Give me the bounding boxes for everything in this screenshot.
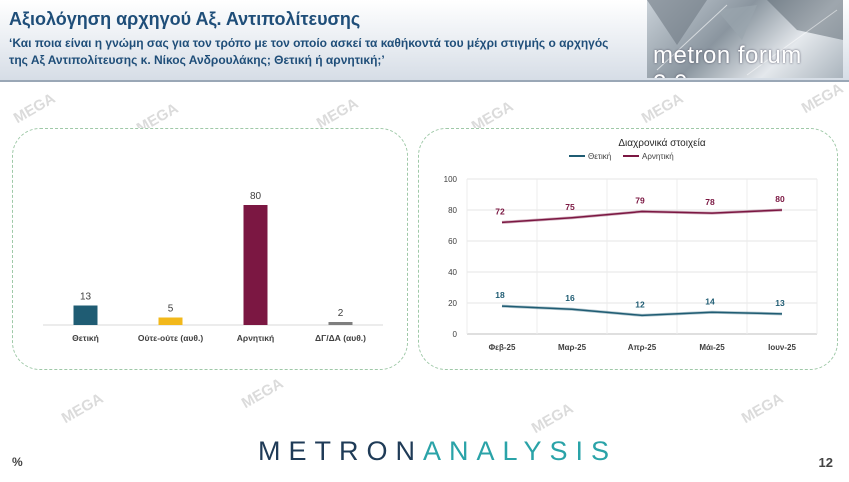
bar <box>243 205 268 325</box>
data-label: 80 <box>250 191 262 202</box>
category-label: Θετική <box>72 333 99 343</box>
data-label: 79 <box>635 196 645 206</box>
y-tick-label: 40 <box>448 268 457 277</box>
watermark: MEGA <box>638 89 687 128</box>
data-label: 13 <box>80 292 92 303</box>
data-label: 14 <box>705 296 715 306</box>
chart-title: Διαχρονικά στοιχεία <box>618 137 706 149</box>
data-label: 16 <box>565 293 575 303</box>
bar <box>73 305 98 325</box>
slide-header: Αξιολόγηση αρχηγού Αξ. Αντιπολίτευσης ‘Κ… <box>0 0 849 82</box>
metron-analysis-logo: METRONANALYSIS <box>258 436 617 467</box>
data-label: 80 <box>775 194 785 204</box>
category-label: ΔΓ/ΔΑ (αυθ.) <box>315 333 366 343</box>
data-label: 13 <box>775 298 785 308</box>
y-tick-label: 100 <box>444 175 458 184</box>
survey-question: ‘Και ποια είναι η γνώμη σας για τον τρόπ… <box>9 36 609 67</box>
watermark: MEGA <box>238 374 287 413</box>
bar <box>158 317 183 325</box>
percent-sign: % <box>12 455 23 469</box>
slide-title: Αξιολόγηση αρχηγού Αξ. Αντιπολίτευσης <box>9 9 361 29</box>
series-line <box>501 305 783 317</box>
x-tick-label: Μάι-25 <box>699 343 725 352</box>
x-tick-label: Μαρ-25 <box>558 343 587 352</box>
category-label: Ούτε-ούτε (αυθ.) <box>138 333 204 343</box>
page-number: 12 <box>818 455 833 470</box>
legend-label: Αρνητική <box>642 152 674 161</box>
y-tick-label: 80 <box>448 206 457 215</box>
series-line <box>501 209 783 224</box>
category-label: Αρνητική <box>237 333 274 343</box>
watermark: MEGA <box>58 389 107 428</box>
logo-graphic <box>647 0 843 76</box>
data-label: 2 <box>338 308 344 319</box>
x-tick-label: Απρ-25 <box>628 343 657 352</box>
bar <box>328 322 353 325</box>
data-label: 72 <box>495 206 505 216</box>
legend-label: Θετική <box>588 152 611 161</box>
watermark: MEGA <box>313 94 362 133</box>
bar-chart-panel: 13 Θετική 5 Ούτε-ούτε (αυθ.) 80 Αρνητική 2 ΔΓ/Δ… <box>12 128 408 370</box>
data-label: 78 <box>705 197 715 207</box>
watermark: MEGA <box>738 389 787 428</box>
logo-text: metron forum 2.0 <box>653 42 802 78</box>
watermark: MEGA <box>10 89 59 128</box>
y-tick-label: 60 <box>448 237 457 246</box>
bar-chart: 13 Θετική 5 Ούτε-ούτε (αυθ.) 80 Αρνητική 2 ΔΓ/Δ… <box>43 191 383 343</box>
brand-light: ANALYSIS <box>423 436 618 466</box>
data-label: 12 <box>635 299 645 309</box>
data-label: 5 <box>168 304 174 315</box>
brand-dark: METRON <box>258 436 423 466</box>
y-tick-label: 20 <box>448 299 457 308</box>
data-label: 18 <box>495 290 505 300</box>
watermark: MEGA <box>528 399 577 438</box>
x-tick-label: Ιουν-25 <box>768 343 796 352</box>
data-label: 75 <box>565 202 575 212</box>
line-chart-panel: Διαχρονικά στοιχεία Θετική Αρνητική 0 20 40 60… <box>418 128 838 370</box>
metron-forum-logo: metron forum 2.0 <box>647 0 843 78</box>
y-tick-label: 0 <box>453 330 458 339</box>
x-tick-label: Φεβ-25 <box>489 343 516 352</box>
watermark: MEGA <box>798 79 847 118</box>
line-chart: Διαχρονικά στοιχεία Θετική Αρνητική 0 20 40 60… <box>444 137 818 352</box>
